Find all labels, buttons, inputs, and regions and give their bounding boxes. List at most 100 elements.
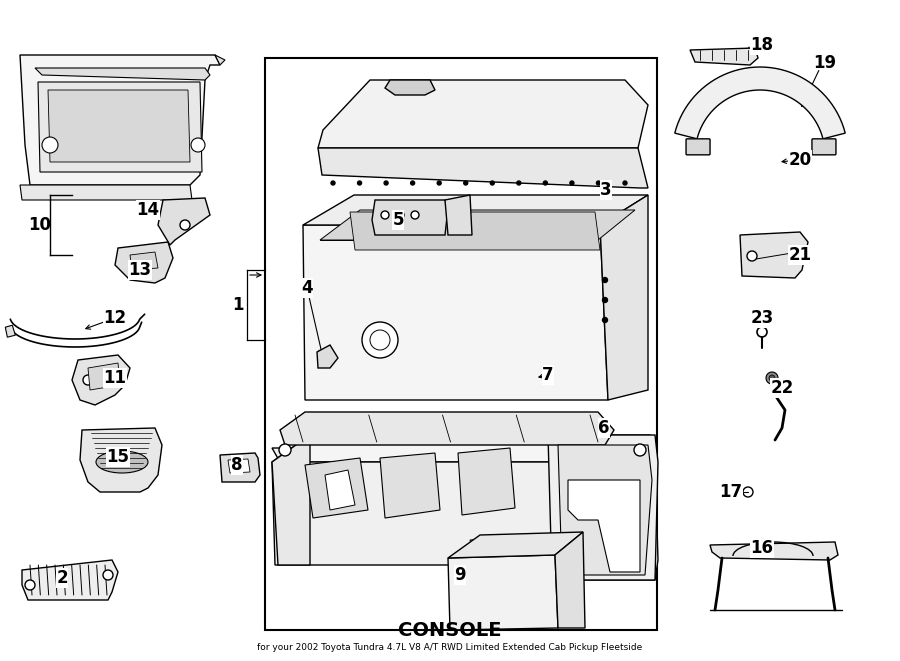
Circle shape — [743, 487, 753, 497]
Text: 7: 7 — [542, 366, 554, 384]
Text: 20: 20 — [788, 151, 812, 169]
Text: 15: 15 — [106, 448, 130, 466]
Text: 4: 4 — [302, 279, 313, 297]
Polygon shape — [80, 428, 162, 492]
Polygon shape — [280, 412, 614, 445]
Circle shape — [570, 181, 574, 185]
Circle shape — [381, 211, 389, 219]
Text: for your 2002 Toyota Tundra 4.7L V8 A/T RWD Limited Extended Cab Pickup Fleetsid: for your 2002 Toyota Tundra 4.7L V8 A/T … — [257, 644, 643, 652]
Polygon shape — [675, 67, 845, 139]
Circle shape — [410, 181, 415, 185]
Polygon shape — [115, 242, 173, 283]
Circle shape — [517, 181, 521, 185]
Circle shape — [602, 317, 608, 323]
Polygon shape — [558, 445, 652, 575]
Text: 17: 17 — [719, 483, 742, 501]
Polygon shape — [448, 532, 583, 558]
Polygon shape — [5, 325, 15, 337]
Polygon shape — [35, 68, 210, 80]
Ellipse shape — [96, 451, 148, 473]
Polygon shape — [48, 90, 190, 162]
Polygon shape — [38, 82, 202, 172]
Circle shape — [384, 181, 388, 185]
Circle shape — [103, 570, 113, 580]
Polygon shape — [20, 55, 220, 185]
Circle shape — [602, 297, 608, 303]
Text: 1: 1 — [232, 296, 244, 314]
Polygon shape — [130, 252, 158, 270]
Text: 16: 16 — [751, 539, 773, 557]
Text: 10: 10 — [29, 216, 51, 234]
Circle shape — [766, 372, 778, 384]
Polygon shape — [740, 232, 808, 278]
Circle shape — [370, 330, 390, 350]
Polygon shape — [710, 542, 838, 560]
Text: 23: 23 — [751, 309, 774, 327]
Polygon shape — [215, 55, 225, 65]
Circle shape — [411, 211, 419, 219]
Text: 22: 22 — [770, 379, 794, 397]
Polygon shape — [372, 200, 448, 235]
Circle shape — [747, 251, 757, 261]
Text: 9: 9 — [454, 566, 466, 584]
Text: 3: 3 — [600, 181, 612, 199]
Polygon shape — [470, 538, 505, 558]
Circle shape — [544, 181, 547, 185]
Polygon shape — [305, 458, 368, 518]
Text: 21: 21 — [788, 246, 812, 264]
Polygon shape — [690, 48, 758, 65]
Text: 11: 11 — [104, 369, 127, 387]
FancyBboxPatch shape — [686, 139, 710, 155]
Text: 19: 19 — [814, 54, 837, 72]
Circle shape — [25, 580, 35, 590]
Text: 6: 6 — [598, 419, 610, 437]
Circle shape — [42, 137, 58, 153]
Polygon shape — [318, 80, 648, 148]
Polygon shape — [445, 195, 472, 235]
Polygon shape — [303, 195, 648, 225]
Polygon shape — [458, 448, 515, 515]
Circle shape — [602, 278, 608, 282]
Circle shape — [279, 444, 291, 456]
Polygon shape — [325, 470, 355, 510]
Circle shape — [623, 181, 627, 185]
Circle shape — [83, 375, 93, 385]
Circle shape — [491, 181, 494, 185]
Polygon shape — [220, 453, 260, 482]
Polygon shape — [320, 210, 635, 240]
FancyBboxPatch shape — [812, 139, 836, 155]
Text: 8: 8 — [231, 456, 243, 474]
Bar — [265, 58, 657, 630]
Polygon shape — [548, 435, 658, 580]
Polygon shape — [317, 345, 338, 368]
Text: 5: 5 — [392, 211, 404, 229]
Polygon shape — [158, 198, 210, 245]
Circle shape — [634, 444, 646, 456]
Circle shape — [135, 260, 145, 270]
Text: 13: 13 — [129, 261, 151, 279]
Text: 14: 14 — [137, 201, 159, 219]
Text: 18: 18 — [751, 36, 773, 54]
Polygon shape — [272, 448, 657, 462]
Text: CONSOLE: CONSOLE — [398, 621, 502, 639]
Circle shape — [757, 327, 767, 337]
Circle shape — [437, 181, 441, 185]
Circle shape — [396, 211, 404, 219]
Circle shape — [464, 181, 468, 185]
Polygon shape — [600, 195, 648, 400]
Text: 2: 2 — [56, 569, 68, 587]
Polygon shape — [568, 480, 640, 572]
Polygon shape — [318, 148, 648, 188]
Polygon shape — [72, 355, 130, 405]
Polygon shape — [272, 435, 655, 462]
Circle shape — [362, 322, 398, 358]
Polygon shape — [22, 560, 118, 600]
Text: 12: 12 — [104, 309, 127, 327]
Polygon shape — [555, 532, 585, 628]
Polygon shape — [272, 462, 658, 580]
Polygon shape — [272, 435, 310, 565]
Polygon shape — [20, 185, 192, 200]
Circle shape — [357, 181, 362, 185]
Circle shape — [191, 138, 205, 152]
Circle shape — [597, 181, 600, 185]
